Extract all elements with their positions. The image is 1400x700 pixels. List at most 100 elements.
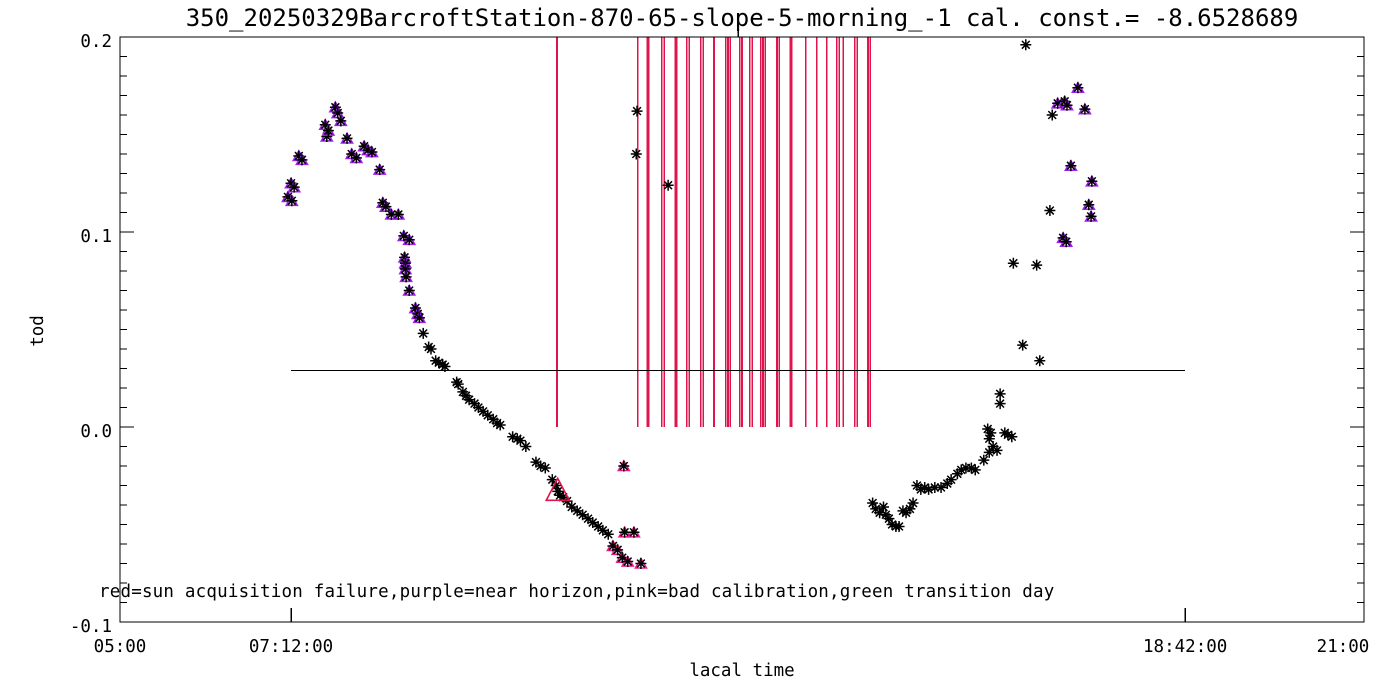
asterisk-marker	[635, 558, 647, 569]
asterisk-marker	[907, 497, 919, 509]
asterisk-marker	[883, 513, 895, 525]
asterisk-marker	[616, 552, 628, 564]
asterisk-marker	[994, 398, 1006, 410]
asterisk-marker	[867, 497, 879, 509]
asterisk-marker	[380, 201, 392, 213]
asterisk-marker	[494, 419, 506, 431]
asterisk-marker	[1059, 95, 1071, 107]
x-tick-label: 18:42:00	[1143, 637, 1228, 657]
asterisk-marker	[597, 524, 609, 536]
asterisk-marker	[332, 107, 344, 119]
asterisk-marker	[1052, 97, 1064, 109]
asterisk-marker	[612, 544, 624, 556]
asterisk-marker	[587, 517, 599, 529]
asterisk-marker	[385, 208, 397, 220]
asterisk-marker	[546, 474, 558, 486]
asterisk-marker	[288, 181, 300, 193]
y-tick-label: 0.2	[80, 32, 112, 52]
asterisk-marker	[631, 105, 643, 117]
asterisk-marker	[874, 507, 886, 519]
asterisk-marker	[520, 441, 532, 452]
asterisk-marker	[592, 520, 604, 532]
asterisk-marker	[296, 154, 308, 166]
asterisk-marker	[1031, 259, 1043, 271]
asterisk-marker	[398, 230, 410, 242]
asterisk-marker	[552, 485, 564, 497]
asterisk-marker	[1017, 339, 1029, 351]
legend-text: red=sun acquisition failure,purple=near …	[99, 582, 1055, 602]
asterisk-marker	[945, 474, 957, 486]
asterisk-marker	[439, 361, 451, 373]
x-tick-label: 21:00	[1316, 637, 1370, 657]
asterisk-marker	[662, 179, 674, 191]
asterisk-marker	[319, 119, 331, 131]
asterisk-marker	[1086, 175, 1098, 187]
asterisk-marker	[341, 132, 353, 144]
asterisk-marker	[965, 462, 977, 474]
asterisk-marker	[619, 526, 631, 538]
asterisk-marker	[322, 125, 334, 137]
asterisk-marker	[530, 456, 542, 468]
asterisk-marker	[1046, 109, 1058, 121]
asterisk-marker	[935, 481, 947, 493]
asterisk-marker	[366, 146, 378, 158]
y-tick-label: 0.1	[80, 227, 112, 247]
asterisk-marker	[955, 464, 967, 476]
asterisk-marker	[350, 152, 362, 164]
asterisk-marker	[897, 505, 909, 517]
asterisk-marker	[346, 148, 358, 160]
asterisk-marker	[329, 101, 341, 113]
asterisk-marker	[539, 462, 551, 474]
asterisk-marker	[904, 503, 916, 515]
asterisk-marker	[630, 148, 642, 160]
asterisk-marker	[1007, 257, 1019, 269]
asterisk-marker	[472, 402, 484, 413]
asterisk-marker	[915, 483, 927, 495]
asterisk-marker	[978, 454, 990, 466]
asterisk-marker	[321, 130, 333, 142]
y-axis-label: tod	[28, 315, 48, 347]
x-tick-label: 05:00	[93, 637, 147, 657]
asterisk-marker	[507, 431, 519, 443]
asterisk-marker	[999, 427, 1011, 439]
asterisk-marker	[554, 489, 566, 501]
asterisk-marker	[452, 378, 464, 390]
asterisk-marker	[463, 394, 475, 406]
asterisk-marker	[1034, 355, 1046, 367]
asterisk-marker	[566, 501, 578, 513]
asterisk-marker	[514, 435, 526, 447]
asterisk-marker	[433, 357, 445, 369]
asterisk-marker	[399, 251, 411, 263]
asterisk-marker	[886, 519, 898, 530]
asterisk-marker	[413, 312, 425, 324]
asterisk-marker	[577, 509, 589, 521]
asterisk-marker	[362, 144, 374, 156]
asterisk-marker	[400, 271, 412, 283]
asterisk-marker	[417, 327, 429, 339]
asterisk-marker	[1044, 205, 1056, 217]
asterisk-marker	[482, 409, 494, 421]
asterisk-marker	[628, 526, 640, 538]
asterisk-marker	[409, 302, 421, 314]
asterisk-marker	[1020, 39, 1032, 51]
asterisk-marker	[477, 405, 489, 417]
asterisk-marker	[969, 464, 981, 476]
asterisk-marker	[399, 263, 411, 275]
asterisk-marker	[491, 417, 503, 429]
asterisk-marker	[1072, 82, 1084, 94]
asterisk-marker	[929, 481, 941, 493]
asterisk-marker	[618, 460, 630, 472]
x-axis-label: lacal time	[689, 661, 795, 681]
asterisk-marker	[919, 481, 931, 493]
failure-triangle-marker	[544, 476, 571, 502]
asterisk-marker	[430, 355, 442, 367]
asterisk-marker	[286, 195, 298, 207]
asterisk-marker	[335, 115, 347, 127]
asterisk-marker	[403, 234, 415, 246]
y-tick-label: 0.0	[80, 422, 112, 442]
asterisk-marker	[983, 446, 995, 458]
x-tick-label: 07:12:00	[248, 637, 334, 657]
asterisk-marker	[392, 208, 404, 220]
asterisk-marker	[893, 520, 905, 532]
